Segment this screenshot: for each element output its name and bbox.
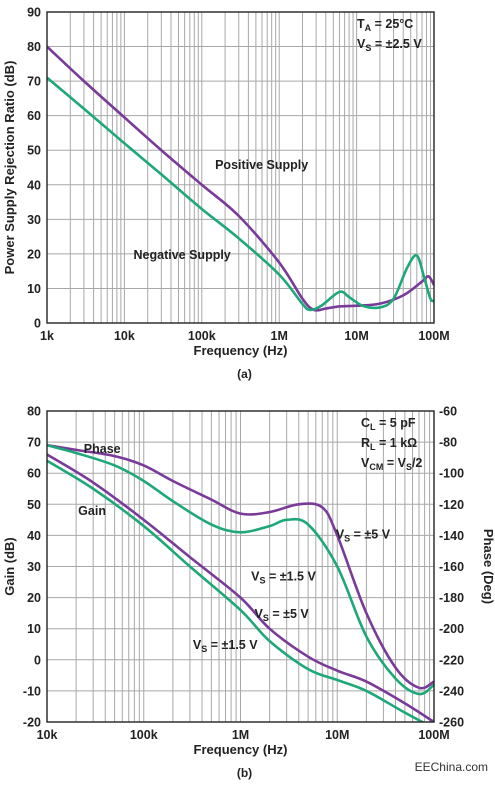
y-tick-label: 10 [27,622,41,636]
x-axis-label: Frequency (Hz) [194,742,288,757]
y2-tick-label: -220 [439,653,464,667]
y-tick-label: 50 [27,498,41,512]
y-axis-label: Power Supply Rejection Ratio (dB) [2,61,17,275]
y-tick-label: 90 [27,6,41,20]
series-line-1 [47,45,434,312]
series-line-2 [47,443,434,696]
y-tick-label: 40 [27,529,41,543]
y-tick-label: 80 [27,405,41,419]
label-phase: Phase [84,442,121,456]
x-tick-label: 1k [40,329,54,343]
grid-lines [47,12,434,323]
y-tick-label: 60 [27,467,41,481]
plot-frame [46,11,435,324]
y-tick-label: 50 [27,144,41,158]
x-tick-label: 1M [232,728,249,742]
x-tick-label: 100k [130,728,158,742]
x-tick-label: 10M [325,728,349,742]
x-tick-label: 10k [114,329,135,343]
figure-caption: (b) [237,766,252,780]
label-vs5-phase: VS = ±5 V [336,528,391,544]
condition-label: VCM = VS/2 [361,456,422,472]
watermark-text: EEChina.com [415,760,488,774]
y2-tick-label: -260 [439,716,464,730]
y-tick-label: 80 [27,40,41,54]
y-tick-label: -20 [23,716,41,730]
label-gain: Gain [78,504,106,518]
y-tick-label: 0 [34,653,41,667]
y-tick-label: 20 [27,247,41,261]
y2-tick-label: -80 [439,436,457,450]
y2-tick-label: -240 [439,684,464,698]
x-tick-label: 100k [188,329,216,343]
x-tick-label: 10k [37,728,58,742]
y-tick-label: 70 [27,436,41,450]
y-tick-label: 30 [27,560,41,574]
chart-b: 10k 100k 1M 10M 100M-20-1001020304050607080-… [2,405,495,781]
condition-label: CL = 5 pF [361,416,416,432]
y-tick-label: -10 [23,684,41,698]
label-vs15-phase: VS = ±1.5 V [251,569,316,585]
grid-lines [47,411,434,722]
x-axis-label: Frequency (Hz) [194,343,288,358]
x-tick-label: 100M [418,329,449,343]
series-line-4 [47,459,425,722]
plot-frame [46,410,435,723]
y2-tick-label: -60 [439,405,457,419]
x-tick-label: 1M [271,329,288,343]
condition-label: RL = 1 kΩ [361,436,417,452]
figure-caption: (a) [237,367,252,381]
label-vs5-gain: VS = ±5 V [255,607,310,623]
series-line-3 [47,453,434,722]
y-tick-label: 0 [34,317,41,331]
x-tick-label: 100M [418,728,449,742]
x-tick-label: 10M [344,329,368,343]
y2-axis-label: Phase (Deg) [481,529,495,604]
y-tick-label: 60 [27,109,41,123]
label-vs15-gain: VS = ±1.5 V [193,638,258,654]
y-tick-label: 10 [27,282,41,296]
series-line-1 [47,443,434,690]
y-tick-label: 70 [27,75,41,89]
y2-tick-label: -200 [439,622,464,636]
y2-tick-label: -160 [439,560,464,574]
y2-tick-label: -140 [439,529,464,543]
series-line-2 [47,76,434,312]
y-tick-label: 20 [27,591,41,605]
y-tick-label: 40 [27,178,41,192]
label-negative-supply: Negative Supply [134,248,231,262]
chart-a: 1k 10k 100k 1M 10M 100M 0 10 20 30 40 50 60 70 80 90 Fre… [2,6,450,382]
y2-tick-label: -100 [439,467,464,481]
label-positive-supply: Positive Supply [215,158,308,172]
y-tick-label: 30 [27,213,41,227]
condition-label: VS = ±2.5 V [357,37,422,53]
y-axis-label: Gain (dB) [2,537,17,596]
condition-label: TA = 25°C [357,17,413,33]
y2-tick-label: -120 [439,498,464,512]
y2-tick-label: -180 [439,591,464,605]
